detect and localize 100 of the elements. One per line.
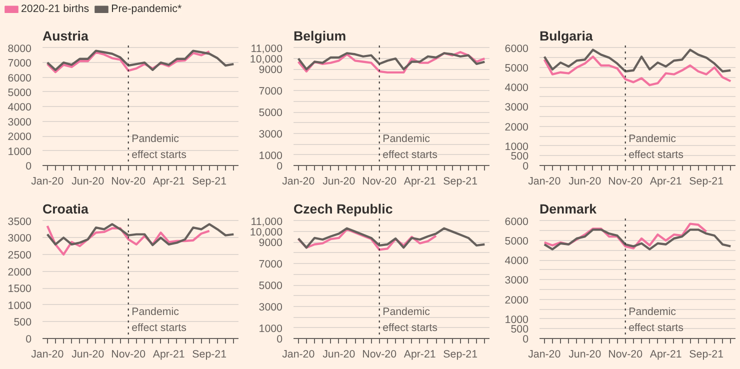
x-tick-label: Jun-20 [568, 348, 602, 360]
y-tick-label: 7000 [8, 58, 32, 70]
x-tick-label: Sep-21 [689, 348, 724, 360]
x-tick-label: Sep-21 [192, 348, 227, 360]
y-tick-label: 5000 [8, 86, 32, 99]
y-tick-label: 0 [522, 160, 529, 172]
y-tick-label: 2500 [8, 249, 32, 262]
x-tick-label: Jan-20 [31, 348, 64, 360]
y-tick-label: 6000 [504, 42, 529, 55]
y-tick-label: 1500 [8, 283, 32, 296]
line-series [297, 227, 486, 249]
chart-title: Austria [42, 28, 90, 44]
y-tick-label: 4000 [504, 255, 529, 268]
y-tick-label: 0 [26, 160, 32, 172]
line-series [46, 224, 210, 256]
x-tick-label: Nov-20 [608, 176, 643, 188]
y-tick-label: 500 [510, 324, 529, 336]
x-tick-label: Apr-21 [152, 348, 185, 360]
y-tick-label: 2000 [504, 294, 529, 306]
line-series [543, 56, 732, 86]
y-tick-label: 1000 [8, 300, 32, 312]
line-series [297, 51, 486, 74]
line-series [297, 52, 486, 70]
line-series [543, 228, 732, 250]
chart-title: Denmark [540, 202, 598, 216]
y-tick-label: 6000 [8, 72, 32, 84]
y-tick-label: 3000 [258, 128, 283, 140]
y-tick-label: 9000 [258, 64, 283, 76]
x-tick-label: Nov-20 [362, 176, 397, 188]
x-tick-label: Nov-20 [111, 348, 146, 360]
x-tick-label: Jun-20 [568, 176, 602, 188]
ref-line-label: Pandemic effect starts [382, 306, 438, 334]
y-tick-label: 5000 [258, 280, 283, 292]
y-tick-label: 1000 [504, 314, 529, 326]
y-tick-label: 3000 [504, 274, 529, 287]
ref-line-label: Pandemic effect starts [132, 306, 186, 334]
chart-title: Belgium [294, 28, 346, 44]
y-tick-label: 2000 [504, 121, 529, 134]
x-tick-label: Nov-20 [362, 348, 397, 360]
y-tick-label: 4000 [504, 82, 529, 94]
y-tick-label: 5000 [504, 235, 529, 248]
ref-line-label: Pandemic effect starts [132, 133, 186, 161]
y-tick-label: 1000 [258, 150, 283, 162]
x-tick-label: Sep-21 [192, 176, 227, 188]
x-tick-label: Jan-20 [282, 348, 315, 360]
x-tick-label: Apr-21 [152, 176, 185, 188]
y-tick-label: 500 [510, 150, 529, 163]
line-series [297, 228, 438, 251]
chart-title: Bulgaria [540, 28, 594, 44]
y-tick-label: 5000 [258, 107, 283, 120]
x-tick-label: Nov-20 [608, 348, 643, 360]
x-tick-label: Jan-20 [31, 176, 64, 188]
y-tick-label: 2000 [8, 131, 32, 144]
x-tick-label: Apr-21 [404, 176, 436, 188]
line-series [543, 48, 732, 72]
x-tick-label: Nov-20 [111, 176, 146, 188]
y-tick-label: 7000 [258, 86, 283, 98]
y-tick-label: 4000 [8, 102, 32, 114]
line-series [46, 50, 210, 74]
x-tick-label: Jan-20 [282, 176, 315, 188]
y-tick-label: 7000 [258, 258, 283, 271]
y-tick-label: 6000 [504, 216, 529, 228]
x-tick-label: Sep-21 [689, 176, 724, 188]
ref-line-label: Pandemic effect starts [628, 133, 684, 161]
y-tick-label: 3500 [8, 216, 32, 228]
ref-line-label: Pandemic effect starts [628, 306, 684, 334]
y-tick-label: 3000 [8, 116, 32, 128]
y-tick-label: 500 [14, 316, 32, 329]
x-tick-label: Apr-21 [650, 348, 682, 360]
y-tick-label: 0 [276, 334, 283, 346]
y-tick-label: 1000 [8, 146, 32, 158]
y-tick-label: 11,000 [250, 216, 283, 228]
x-tick-label: Apr-21 [404, 348, 436, 360]
x-tick-label: Jun-20 [72, 348, 104, 360]
line-series [543, 222, 708, 250]
y-tick-label: 1000 [258, 322, 283, 335]
y-tick-label: 3000 [504, 102, 529, 114]
x-tick-label: Apr-21 [650, 176, 682, 188]
chart-title: Croatia [42, 202, 90, 216]
legend-label: Pre-pandemic* [111, 3, 182, 15]
y-tick-label: 11,000 [250, 42, 283, 55]
x-tick-label: Jun-20 [322, 348, 356, 360]
chart-title: Czech Republic [294, 202, 394, 216]
y-tick-label: 3000 [8, 232, 32, 245]
y-tick-label: 10,000 [250, 226, 283, 239]
legend-label: 2020-21 births [21, 3, 90, 15]
y-tick-label: 5000 [504, 62, 529, 74]
y-tick-label: 10,000 [250, 54, 283, 66]
x-tick-label: Sep-21 [443, 348, 478, 360]
x-tick-label: Sep-21 [443, 176, 478, 188]
y-tick-label: 3000 [258, 301, 283, 314]
line-series [46, 223, 235, 246]
x-tick-label: Jan-20 [528, 176, 561, 188]
x-tick-label: Jun-20 [322, 176, 356, 188]
y-tick-label: 8000 [8, 42, 32, 55]
y-tick-label: 1000 [504, 140, 529, 153]
y-tick-label: 2000 [8, 266, 32, 278]
y-tick-label: 9000 [258, 237, 283, 250]
y-tick-label: 0 [522, 334, 529, 346]
line-series [46, 50, 235, 72]
